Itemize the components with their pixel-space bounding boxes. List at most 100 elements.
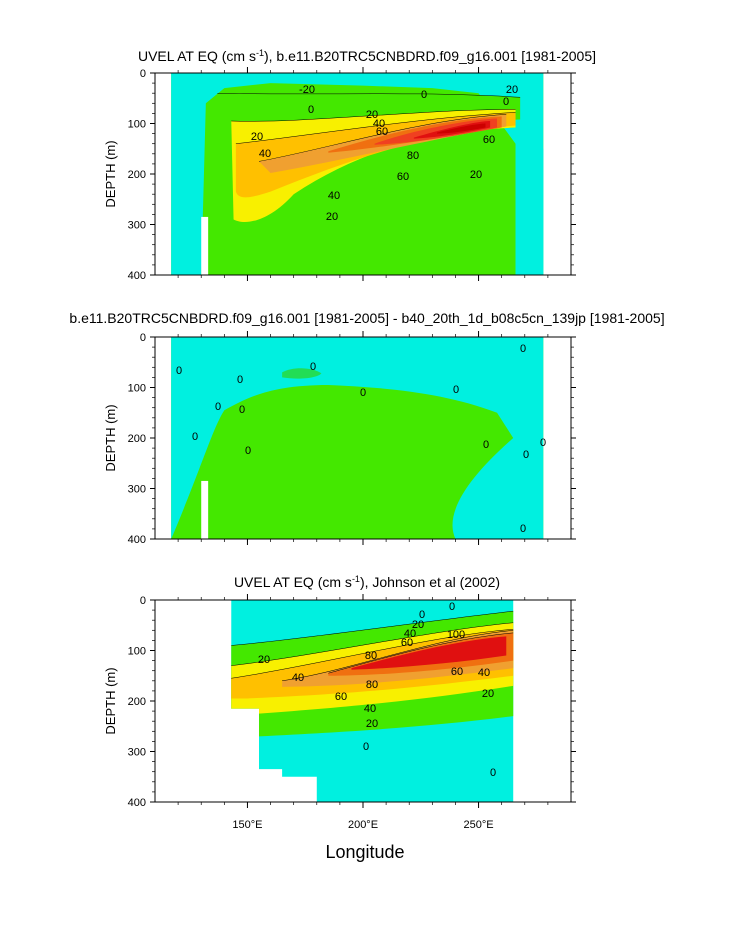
y-tick-label: 300 — [128, 220, 146, 232]
panel-1-cyan-deep-east — [515, 148, 544, 275]
y-tick-label: 0 — [140, 595, 146, 607]
y-axis-title: DEPTH (m) — [103, 667, 118, 734]
panel-1-white-gap — [201, 216, 209, 275]
panel-2-contour-label: 0 — [192, 431, 198, 443]
x-tick-label: 250°E — [464, 819, 494, 831]
panel-2-white-gap — [201, 480, 209, 539]
y-tick-label: 100 — [128, 119, 146, 131]
panel-1-contour-label: 20 — [470, 169, 482, 181]
panel-2-title: b.e11.B20TRC5CNBDRD.f09_g16.001 [1981-20… — [69, 310, 664, 326]
panel-3-contour-20 — [231, 623, 513, 666]
panel-3-contour-label: 0 — [449, 601, 455, 613]
y-tick-label: 200 — [128, 433, 146, 445]
panel-1-contour-20 — [231, 109, 515, 121]
panel-3-contour-80 — [328, 633, 513, 673]
panel-3-title: UVEL AT EQ (cm s-1), Johnson et al (2002… — [234, 574, 500, 590]
panel-3-contour-label: 60 — [401, 637, 413, 649]
panel-1-contour-label: 80 — [407, 150, 419, 162]
panel-3-contour-label: 40 — [478, 667, 490, 679]
panel-2: b.e11.B20TRC5CNBDRD.f09_g16.001 [1981-20… — [69, 310, 665, 540]
panel-2-contour-label: 0 — [239, 404, 245, 416]
panel-1-contour-label: 40 — [373, 118, 385, 130]
y-tick-label: 300 — [128, 747, 146, 759]
panel-2-contour-label: 0 — [453, 384, 459, 396]
panel-1-contour-label: -20 — [299, 84, 315, 96]
panel-2-cyan-region — [171, 337, 544, 539]
panel-1-contour-label: 20 — [251, 131, 263, 143]
panel-1-contour-label: 40 — [328, 190, 340, 202]
y-tick-label: 300 — [128, 484, 146, 496]
panel-1-contour-label: 0 — [308, 104, 314, 116]
panel-1-title: UVEL AT EQ (cm s-1), b.e11.B20TRC5CNBDRD… — [138, 48, 596, 64]
panel-2-green-patch — [282, 368, 322, 379]
y-tick-label: 100 — [128, 646, 146, 658]
panel-2-contour-label: 0 — [483, 439, 489, 451]
panel-1-contour-labels: -20 0 0 0 20 20 20 40 40 40 60 60 60 80 … — [251, 84, 518, 223]
panel-1-contour-40 — [236, 112, 516, 143]
panel-3-contour-label: 0 — [419, 609, 425, 621]
panel-3-contour-label: 60 — [451, 666, 463, 678]
x-axis-title: Longitude — [325, 842, 404, 862]
panel-3-contour-label: 40 — [292, 672, 304, 684]
panel-3-band-100 — [351, 636, 507, 670]
panel-3-plot — [155, 600, 571, 802]
panel-3-contour-label: 80 — [365, 650, 377, 662]
y-tick-label: 200 — [128, 169, 146, 181]
y-tick-label: 200 — [128, 696, 146, 708]
panel-2-contour-label: 0 — [520, 343, 526, 355]
panel-1-cyan-west-strip — [187, 93, 199, 275]
panel-3-contour-label: 20 — [412, 619, 424, 631]
panel-2-plot — [155, 337, 571, 539]
panel-1-contour-0 — [217, 93, 520, 97]
panel-1-contour-label: 0 — [503, 96, 509, 108]
panel-1: UVEL AT EQ (cm s-1), b.e11.B20TRC5CNBDRD… — [138, 48, 596, 276]
panel-2-contour-label: 0 — [176, 365, 182, 377]
panel-3-contour-0 — [231, 611, 513, 645]
panel-3-contour-60 — [282, 630, 513, 681]
panel-2-contour-label: 0 — [523, 449, 529, 461]
panel-2-contour-label: 0 — [310, 361, 316, 373]
panel-1-contour-label: 20 — [366, 109, 378, 121]
panel-2-contour-label: 0 — [215, 401, 221, 413]
y-axis-title: DEPTH (m) — [103, 404, 118, 471]
panel-3: UVEL AT EQ (cm s-1), Johnson et al (2002… — [154, 574, 572, 862]
panel-1-contour-label: 0 — [421, 89, 427, 101]
panel-2-contour-label: 0 — [237, 374, 243, 386]
y-tick-label: 0 — [140, 332, 146, 344]
panel-3-contour-label: 100 — [447, 629, 465, 641]
panel-2-contour-label: 0 — [520, 523, 526, 535]
panel-3-contour-labels: 0 20 40 60 80 100 20 40 80 60 40 20 60 4… — [258, 601, 496, 779]
x-tick-label: 200°E — [348, 819, 378, 831]
y-axis-title: DEPTH (m) — [103, 140, 118, 207]
y-tick-label: 0 — [140, 68, 146, 80]
panel-3-contour-label: 0 — [363, 741, 369, 753]
panel-3-contour-label: 0 — [490, 767, 496, 779]
panel-3-contour-label: 20 — [258, 654, 270, 666]
panel-3-contour-40 — [231, 629, 513, 678]
panel-3-contour-label: 80 — [366, 679, 378, 691]
panel-1-core — [436, 123, 486, 134]
panel-2-contour-labels: 0 0 0 0 0 0 0 0 0 0 0 0 0 0 — [176, 343, 546, 535]
panel-1-contour-label: 20 — [506, 84, 518, 96]
panel-3-contour-label: 20 — [366, 718, 378, 730]
panel-1-cyan-surface — [171, 73, 544, 275]
panel-2-contour-label: 0 — [360, 387, 366, 399]
panel-3-contour-label: 40 — [404, 628, 416, 640]
y-tick-label: 400 — [128, 270, 146, 282]
panel-1-contour-label: 60 — [376, 126, 388, 138]
panel-1-contour-label: 20 — [326, 211, 338, 223]
panel-2-contour-label: 0 — [540, 437, 546, 449]
y-tick-label: 400 — [128, 797, 146, 809]
panel-1-contour-label: 60 — [397, 171, 409, 183]
panel-1-contour-label: 40 — [259, 148, 271, 160]
panel-3-contour-label: 60 — [335, 691, 347, 703]
panel-2-contour-label: 0 — [245, 445, 251, 457]
panel-3-contour-label: 40 — [364, 703, 376, 715]
panel-1-contour-60 — [259, 114, 506, 161]
panel-3-contour-label: 20 — [482, 688, 494, 700]
y-tick-label: 400 — [128, 534, 146, 546]
panel-1-plot — [155, 73, 571, 275]
panel-1-contour-label: 60 — [483, 134, 495, 146]
